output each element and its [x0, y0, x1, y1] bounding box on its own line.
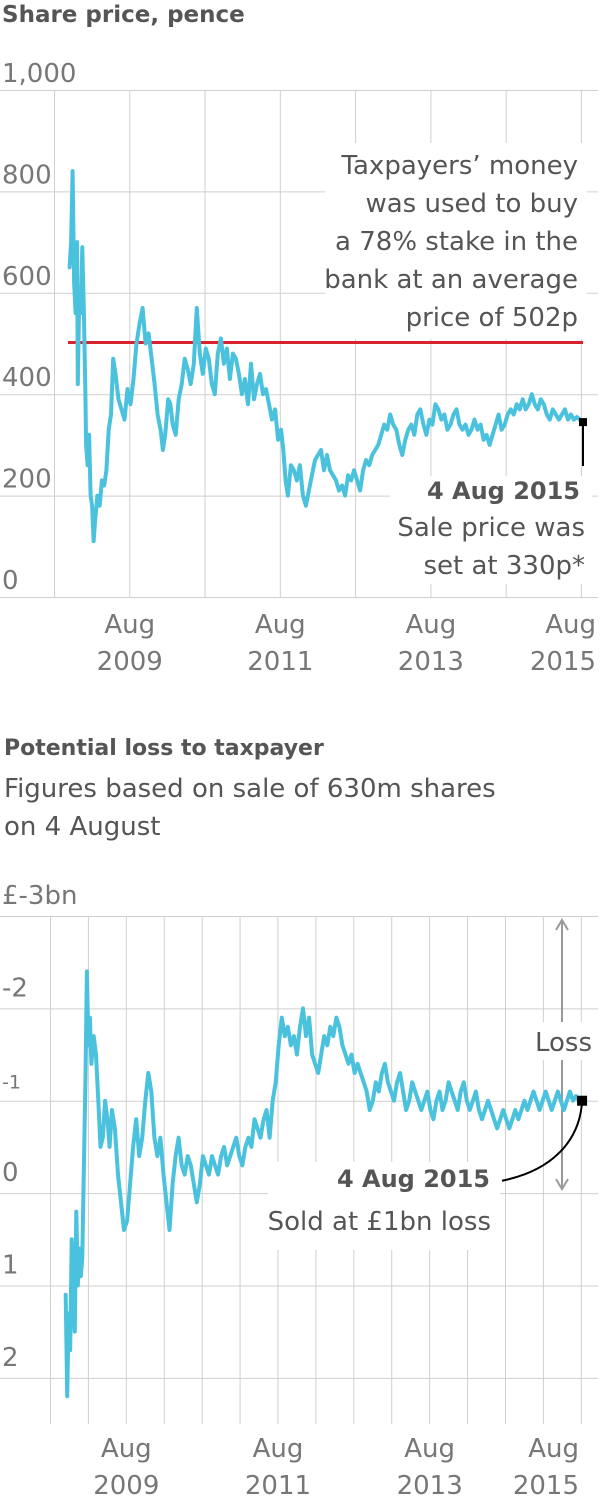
chart1-x-axis: Aug 2009 Aug 2011 Aug 2013 Aug 2015	[97, 610, 596, 677]
sold-at-loss-annotation: 4 Aug 2015 Sold at £1bn loss	[268, 1095, 588, 1250]
loss-range-label: Loss	[535, 1028, 592, 1058]
chart1-y-tick-label: 800	[2, 160, 52, 190]
share-price-chart: Share price, pence 1,000 800 600 400 200 0 Au…	[0, 2, 598, 677]
chart2-x-tick-month: Aug	[404, 1434, 455, 1464]
chart1-x-tick-month: Aug	[545, 610, 596, 640]
chart2-x-tick-month: Aug	[101, 1434, 152, 1464]
chart1-y-tick-label: 0	[2, 566, 19, 596]
sale-price-marker	[579, 418, 587, 427]
chart1-x-tick-month: Aug	[405, 610, 456, 640]
chart2-x-tick-year: 2015	[513, 1471, 579, 1501]
chart1-y-tick-label: 200	[2, 465, 52, 495]
chart1-y-tick-label: 600	[2, 262, 52, 292]
potential-loss-chart: Potential loss to taxpayer Figures based…	[0, 736, 598, 1501]
chart1-y-tick-label: 400	[2, 363, 52, 393]
chart2-x-tick-month: Aug	[528, 1434, 579, 1464]
purchase-annotation-line: was used to buy	[365, 189, 578, 219]
annotation-background	[325, 143, 587, 339]
chart1-y-tick-label: 1,000	[2, 59, 76, 89]
chart1-x-tick-month: Aug	[104, 610, 155, 640]
annotation-background	[390, 476, 592, 584]
chart2-x-axis: Aug 2009 Aug 2011 Aug 2013 Aug 2015	[93, 1434, 579, 1501]
loss-range-arrow-top	[555, 918, 569, 931]
chart2-y-tick-label: -2	[2, 973, 28, 1003]
chart1-x-tick-year: 2009	[97, 647, 163, 677]
chart1-x-tick-year: 2011	[247, 647, 313, 677]
chart2-x-tick-year: 2011	[245, 1471, 311, 1501]
sale-price-annotation-line: Sale price was	[397, 513, 585, 543]
share-price-series-line	[67, 169, 585, 544]
chart1-y-axis: 1,000 800 600 400 200 0	[2, 59, 76, 596]
chart2-y-tick-label: £-3bn	[2, 881, 77, 911]
sale-date-label: 4 Aug 2015	[427, 477, 580, 505]
sold-date-label: 4 Aug 2015	[337, 1165, 490, 1193]
sold-at-loss-marker	[577, 1095, 588, 1106]
chart2-y-tick-label: -1	[2, 1072, 21, 1094]
loss-range-marker: Loss	[530, 918, 596, 1192]
annotation-background	[530, 1022, 596, 1060]
sale-price-annotation-line: set at 330p*	[423, 551, 585, 581]
sale-price-annotation: 4 Aug 2015 Sale price was set at 330p*	[390, 418, 592, 584]
chart2-y-tick-label: 0	[2, 1158, 19, 1188]
chart2-x-tick-year: 2009	[93, 1471, 159, 1501]
purchase-annotation: Taxpayers’ money was used to buy a 78% sta…	[324, 143, 587, 339]
chart2-x-tick-year: 2013	[397, 1471, 463, 1501]
purchase-annotation-line: bank at an average	[324, 265, 578, 295]
purchase-annotation-line: price of 502p	[406, 303, 578, 333]
chart2-subtitle: Figures based on sale of 630m shares on 4…	[4, 774, 496, 842]
loss-range-arrow-bottom	[555, 1178, 569, 1192]
chart2-y-tick-label: 1	[2, 1250, 19, 1280]
annotation-background	[268, 1162, 500, 1250]
chart1-x-tick-year: 2013	[398, 647, 464, 677]
chart2-y-tick-label: 2	[2, 1343, 19, 1373]
chart2-x-tick-month: Aug	[253, 1434, 304, 1464]
sold-at-loss-text: Sold at £1bn loss	[268, 1207, 491, 1237]
chart1-title: Share price, pence	[2, 2, 245, 28]
chart1-x-tick-year: 2015	[530, 647, 596, 677]
purchase-annotation-line: Taxpayers’ money	[340, 151, 578, 181]
chart1-x-tick-month: Aug	[255, 610, 306, 640]
chart2-title: Potential loss to taxpayer	[4, 736, 324, 761]
chart2-y-axis: £-3bn -2 -1 0 1 2	[2, 881, 77, 1373]
purchase-annotation-line: a 78% stake in the	[335, 227, 578, 257]
sold-at-loss-pointer	[501, 1100, 584, 1182]
potential-loss-series-line	[63, 969, 585, 1399]
